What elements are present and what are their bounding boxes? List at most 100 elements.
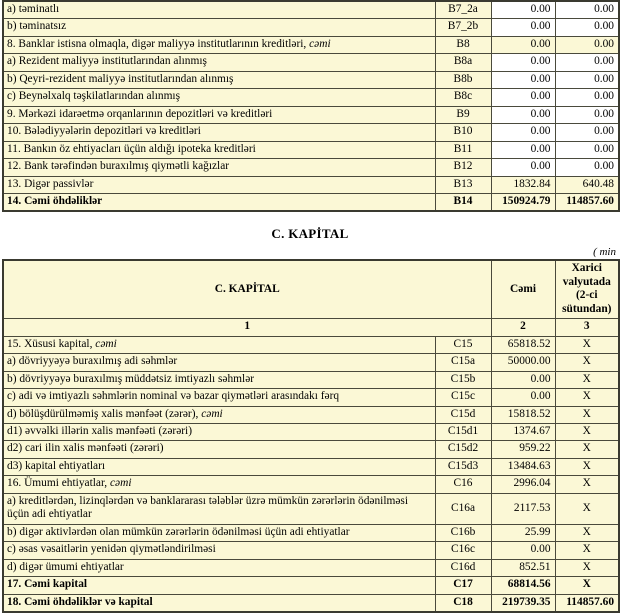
row-code: C15a (434, 353, 492, 372)
row-value-total: 0.00 (490, 105, 556, 125)
row-label: c) adi və imtiyazlı səhmlərin nominal və… (2, 388, 436, 407)
table-row: c) Beynəlxalq təşkilatlarından alınmış B8… (2, 88, 620, 107)
row-label: b) digər aktivlərdən olan mümkün zərərlə… (2, 523, 436, 543)
capital-section-title: C. KAPİTAL (271, 226, 349, 242)
table-row: 14. Cəmi öhdəliklər B14 150924.79 114857.60 (2, 192, 620, 212)
row-code: C16 (434, 475, 492, 494)
row-label: 17. Cəmi kapital (2, 576, 436, 595)
table-row: d1) əvvəlki illərin xalis mənfəəti (zərə… (2, 422, 620, 442)
row-value-total: 25.99 (490, 523, 556, 543)
row-code: C15d (434, 405, 492, 424)
row-value-total: 0.00 (490, 18, 556, 37)
row-value-foreign: X (554, 422, 620, 442)
row-label: d3) kapital ehtiyatları (2, 457, 436, 477)
row-value-foreign: 0.00 (554, 18, 620, 37)
row-code: B8b (434, 70, 492, 90)
table-row: a) təminatlı B7_2a 0.00 0.00 (2, 0, 620, 20)
table-row: 15. Xüsusi kapital, cəmi C15 65818.52 X (2, 335, 620, 355)
row-value-foreign: 114857.60 (554, 593, 620, 613)
table-row: b) digər aktivlərdən olan mümkün zərərlə… (2, 523, 620, 543)
row-value-foreign: 0.00 (554, 140, 620, 160)
table-row: 8. Banklar istisna olmaqla, digər maliyy… (2, 35, 620, 55)
row-label: d) bölüşdürülməmiş xalis mənfəət (zərər)… (2, 405, 436, 424)
row-value-total: 852.51 (490, 558, 556, 578)
capital-header-label: C. KAPİTAL (2, 259, 492, 320)
capital-header-foreign: Xarici valyutada (2-ci sütundan) (554, 259, 620, 320)
row-label: a) kreditlərdən, lizinqlərdən və banklar… (2, 492, 436, 525)
row-label: d) digər ümumi ehtiyatlar (2, 558, 436, 578)
row-value-foreign: X (554, 492, 620, 525)
row-code: C16a (434, 492, 492, 525)
row-value-foreign: 0.00 (554, 123, 620, 142)
row-value-total: 0.00 (490, 388, 556, 407)
row-value-foreign: X (554, 440, 620, 459)
table-row: 9. Mərkəzi idarəetmə orqanlarının depozi… (2, 105, 620, 125)
row-value-foreign: X (554, 370, 620, 390)
column-number-foreign: 3 (554, 318, 620, 337)
row-value-total: 0.00 (490, 541, 556, 560)
table-row: a) kreditlərdən, lizinqlərdən və banklar… (2, 492, 620, 525)
table-row: b) Qeyri-rezident maliyyə institutlarınd… (2, 70, 620, 90)
row-code: B7_2b (434, 18, 492, 37)
row-value-total: 0.00 (490, 88, 556, 107)
table-row: b) təminatsız B7_2b 0.00 0.00 (2, 18, 620, 37)
row-value-total: 13484.63 (490, 457, 556, 477)
row-label: d1) əvvəlki illərin xalis mənfəəti (zərə… (2, 422, 436, 442)
row-code: C15d1 (434, 422, 492, 442)
row-label: c) Beynəlxalq təşkilatlarından alınmış (2, 88, 436, 107)
row-label: 18. Cəmi öhdəliklər və kapital (2, 593, 436, 613)
row-value-foreign: X (554, 558, 620, 578)
row-label: a) dövriyyəyə buraxılmış adi səhmlər (2, 353, 436, 372)
row-value-total: 0.00 (490, 35, 556, 55)
row-value-total: 1374.67 (490, 422, 556, 442)
column-number-label: 1 (2, 318, 492, 337)
row-code: C16b (434, 523, 492, 543)
row-value-total: 65818.52 (490, 335, 556, 355)
row-label-emphasis: cəmi (95, 337, 117, 350)
row-code: B9 (434, 105, 492, 125)
capital-header-row: C. KAPİTAL Cəmi Xarici valyutada (2-ci s… (2, 259, 620, 320)
capital-table: C. KAPİTAL Cəmi Xarici valyutada (2-ci s… (2, 259, 620, 613)
table-row: d) digər ümumi ehtiyatlar C16d 852.51 X (2, 558, 620, 578)
row-value-foreign: X (554, 541, 620, 560)
row-code: B8c (434, 88, 492, 107)
row-code: B12 (434, 158, 492, 177)
row-value-total: 0.00 (490, 0, 556, 20)
table-row: 10. Bələdiyyələrin depozitləri və kredit… (2, 123, 620, 142)
row-label: c) əsas vəsaitlərin yenidən qiymətləndir… (2, 541, 436, 560)
table-row: c) əsas vəsaitlərin yenidən qiymətləndir… (2, 541, 620, 560)
row-value-total: 0.00 (490, 370, 556, 390)
row-label: 11. Bankın öz ehtiyacları üçün aldığı ip… (2, 140, 436, 160)
row-code: B14 (434, 192, 492, 212)
unit-note: ( min (593, 246, 616, 259)
row-value-foreign: X (554, 405, 620, 424)
capital-header-total: Cəmi (490, 259, 556, 320)
row-value-foreign: X (554, 335, 620, 355)
row-value-foreign: X (554, 457, 620, 477)
row-value-total: 2117.53 (490, 492, 556, 525)
row-code: B7_2a (434, 0, 492, 20)
row-value-foreign: 0.00 (554, 70, 620, 90)
table-row: 12. Bank tərəfindən buraxılmış qiymətli … (2, 158, 620, 177)
table-row: d2) cari ilin xalis mənfəəti (zərəri) C15… (2, 440, 620, 459)
row-label: 12. Bank tərəfindən buraxılmış qiymətli … (2, 158, 436, 177)
row-value-total: 0.00 (490, 70, 556, 90)
row-code: C15b (434, 370, 492, 390)
table-row: 18. Cəmi öhdəliklər və kapital C18 219739.… (2, 593, 620, 613)
row-label: 13. Digər passivlər (2, 175, 436, 194)
row-label: 15. Xüsusi kapital, cəmi (2, 335, 436, 355)
row-value-foreign: X (554, 353, 620, 372)
row-code: B10 (434, 123, 492, 142)
row-code: C15 (434, 335, 492, 355)
table-row: 11. Bankın öz ehtiyacları üçün aldığı ip… (2, 140, 620, 160)
row-code: C17 (434, 576, 492, 595)
table-row: 13. Digər passivlər B13 1832.84 640.48 (2, 175, 620, 194)
row-value-foreign: X (554, 388, 620, 407)
row-code: C15c (434, 388, 492, 407)
row-value-total: 2996.04 (490, 475, 556, 494)
row-value-foreign: X (554, 523, 620, 543)
row-label: a) Rezident maliyyə institutlarından alı… (2, 53, 436, 72)
row-label-emphasis: cəmi (201, 407, 223, 420)
row-code: B13 (434, 175, 492, 194)
